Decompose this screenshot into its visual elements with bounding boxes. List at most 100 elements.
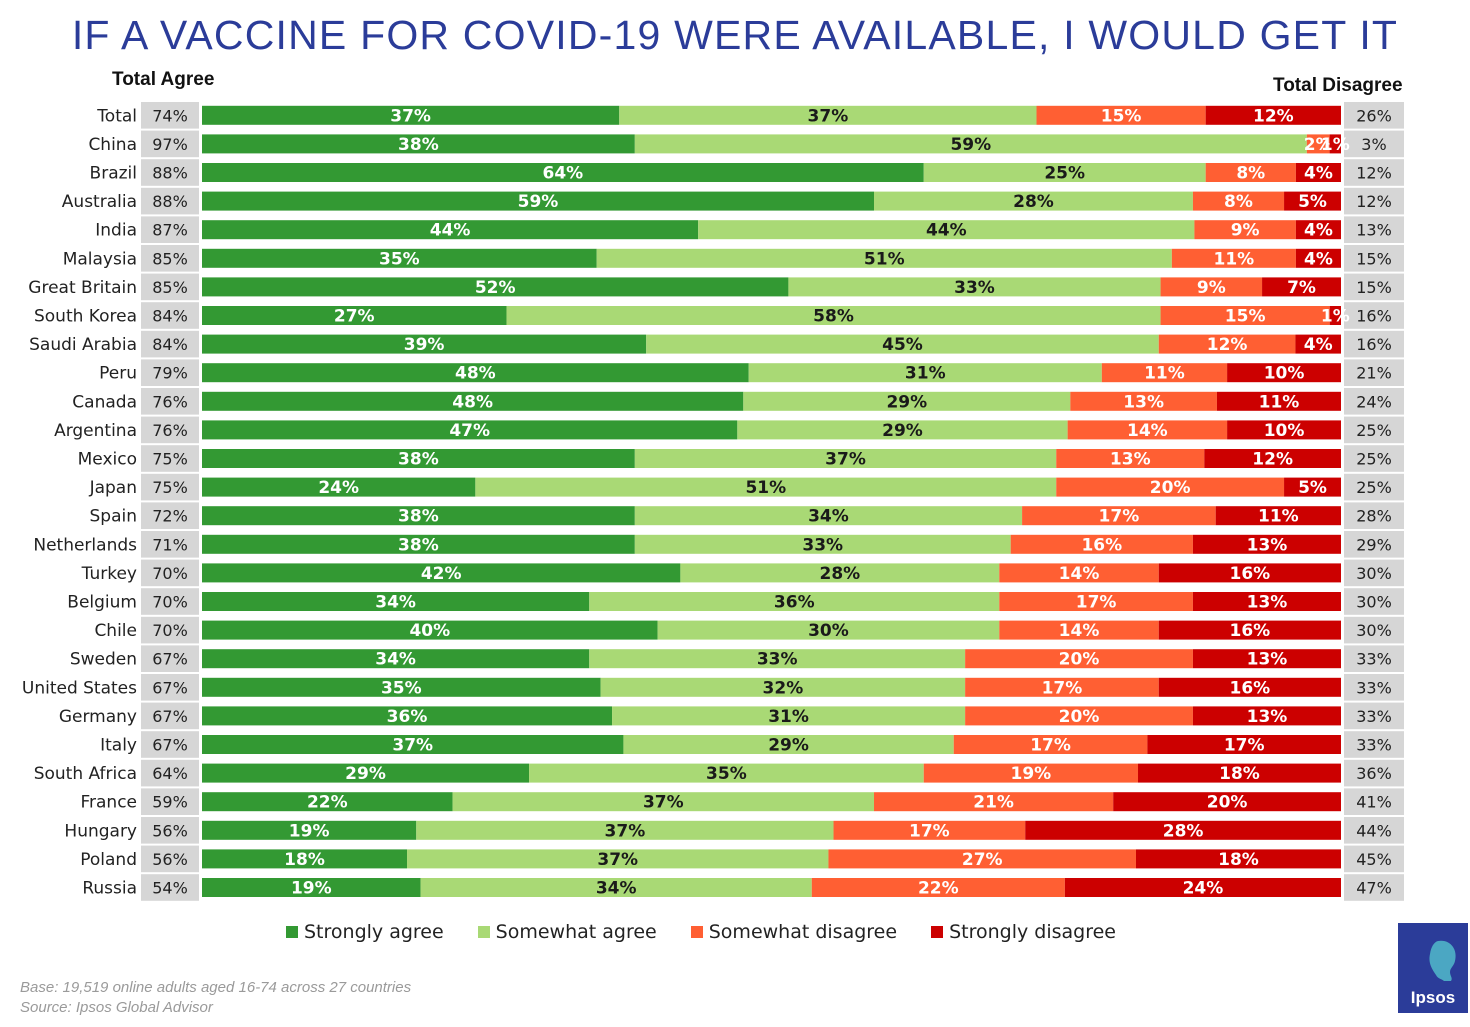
bar-segment-strongly-disagree bbox=[1295, 163, 1341, 182]
data-label: 24% bbox=[1183, 879, 1224, 899]
bar-segment-strongly-agree bbox=[202, 277, 789, 297]
total-disagree-box bbox=[1344, 588, 1404, 615]
data-label: 13% bbox=[1110, 450, 1151, 470]
bar-segment-strongly-agree bbox=[202, 191, 875, 211]
legend-swatch bbox=[690, 926, 703, 938]
total-agree-box bbox=[141, 445, 199, 472]
bar-segment-somewhat-agree bbox=[634, 134, 1307, 154]
data-label: 51% bbox=[864, 249, 905, 269]
total-disagree-value: 16% bbox=[1356, 335, 1392, 354]
bar-segment-somewhat-agree bbox=[619, 105, 1037, 125]
total-disagree-value: 41% bbox=[1356, 793, 1392, 812]
total-agree-box bbox=[141, 702, 199, 730]
bar-segment-somewhat-disagree bbox=[1056, 477, 1285, 497]
data-label: 29% bbox=[882, 421, 923, 441]
total-disagree-box bbox=[1344, 731, 1404, 758]
total-disagree-value: 13% bbox=[1356, 221, 1392, 240]
bar-segment-strongly-disagree bbox=[1227, 363, 1341, 383]
bar-segment-strongly-agree bbox=[202, 134, 635, 154]
total-disagree-value: 30% bbox=[1356, 564, 1392, 583]
total-disagree-box bbox=[1344, 531, 1404, 558]
bar-segment-strongly-disagree bbox=[1064, 878, 1341, 897]
total-agree-value: 84% bbox=[152, 335, 188, 354]
total-agree-box bbox=[141, 759, 199, 787]
total-disagree-box bbox=[1344, 445, 1404, 472]
total-agree-value: 85% bbox=[152, 249, 188, 268]
data-label: 44% bbox=[430, 221, 471, 241]
data-label: 18% bbox=[284, 850, 325, 870]
total-agree-box bbox=[141, 130, 199, 158]
total-disagree-box bbox=[1344, 874, 1404, 901]
data-label: 11% bbox=[1214, 249, 1255, 269]
legend-swatch bbox=[286, 926, 298, 938]
category-label: United States bbox=[22, 678, 137, 698]
data-label: 8% bbox=[1236, 164, 1265, 184]
bar-segment-strongly-agree bbox=[202, 820, 417, 840]
data-label: 31% bbox=[768, 707, 809, 727]
bar-segment-somewhat-agree bbox=[874, 191, 1193, 211]
bar-segment-somewhat-disagree bbox=[811, 878, 1065, 897]
data-label: 38% bbox=[398, 450, 439, 470]
total-disagree-box bbox=[1344, 845, 1404, 873]
total-agree-box bbox=[141, 216, 199, 243]
category-label: South Africa bbox=[34, 764, 137, 784]
data-label: 30% bbox=[808, 621, 849, 641]
data-label: 37% bbox=[390, 106, 431, 126]
data-label: 5% bbox=[1298, 192, 1327, 212]
bar-segment-strongly-disagree bbox=[1295, 248, 1341, 268]
total-disagree-box bbox=[1344, 416, 1404, 444]
bar-segment-strongly-agree bbox=[202, 477, 476, 497]
data-label: 21% bbox=[973, 793, 1014, 813]
data-label: 34% bbox=[375, 650, 416, 670]
bar-segment-somewhat-agree bbox=[420, 878, 812, 897]
category-label: South Korea bbox=[34, 307, 137, 327]
bar-segment-somewhat-agree bbox=[407, 849, 829, 869]
data-label: 14% bbox=[1127, 421, 1168, 441]
bar-segment-somewhat-disagree bbox=[833, 820, 1026, 840]
data-label: 14% bbox=[1059, 621, 1100, 641]
data-label: 37% bbox=[392, 736, 433, 756]
bar-segment-somewhat-disagree bbox=[1101, 363, 1228, 383]
legend-label: Somewhat agree bbox=[495, 921, 657, 943]
data-label: 9% bbox=[1197, 278, 1226, 298]
total-agree-value: 87% bbox=[152, 221, 188, 240]
footnotes: Base: 19,519 online adults aged 16-74 ac… bbox=[20, 978, 411, 1018]
bar-segment-strongly-agree bbox=[202, 248, 597, 268]
category-label: Italy bbox=[100, 736, 137, 756]
total-agree-value: 59% bbox=[152, 793, 188, 812]
bar-segment-strongly-disagree bbox=[1284, 477, 1341, 497]
bar-segment-strongly-disagree bbox=[1138, 763, 1341, 783]
category-label: Argentina bbox=[54, 421, 137, 441]
data-label: 13% bbox=[1123, 392, 1164, 412]
total-agree-box bbox=[141, 102, 199, 129]
bar-segment-strongly-disagree bbox=[1227, 420, 1341, 440]
total-disagree-box bbox=[1344, 388, 1404, 415]
bar-segment-somewhat-agree bbox=[788, 277, 1161, 297]
total-disagree-box bbox=[1344, 102, 1404, 129]
total-disagree-value: 15% bbox=[1356, 278, 1392, 297]
legend-item-somewhat-agree: Somewhat agree bbox=[477, 921, 657, 943]
data-label: 17% bbox=[1076, 593, 1117, 613]
bar-segment-strongly-disagree bbox=[1329, 306, 1341, 325]
data-label: 10% bbox=[1264, 364, 1305, 384]
data-label: 4% bbox=[1304, 164, 1333, 184]
data-label: 37% bbox=[643, 793, 684, 813]
total-disagree-value: 16% bbox=[1356, 307, 1392, 326]
data-label: 11% bbox=[1258, 507, 1299, 527]
total-agree-value: 97% bbox=[152, 135, 188, 154]
category-label: Russia bbox=[82, 879, 137, 899]
data-label: 34% bbox=[808, 507, 849, 527]
bar-segment-strongly-agree bbox=[202, 649, 590, 669]
total-disagree-value: 33% bbox=[1356, 736, 1392, 755]
total-agree-box bbox=[141, 359, 199, 386]
data-label: 7% bbox=[1287, 278, 1316, 298]
bar-segment-somewhat-agree bbox=[737, 420, 1068, 440]
data-label: 24% bbox=[318, 478, 359, 498]
bar-segment-strongly-disagree bbox=[1192, 649, 1341, 669]
data-label: 44% bbox=[926, 221, 967, 241]
total-disagree-value: 47% bbox=[1356, 879, 1392, 898]
data-label: 52% bbox=[475, 278, 516, 298]
data-label: 37% bbox=[597, 850, 638, 870]
total-disagree-value: 12% bbox=[1356, 192, 1392, 211]
data-label: 8% bbox=[1224, 192, 1253, 212]
